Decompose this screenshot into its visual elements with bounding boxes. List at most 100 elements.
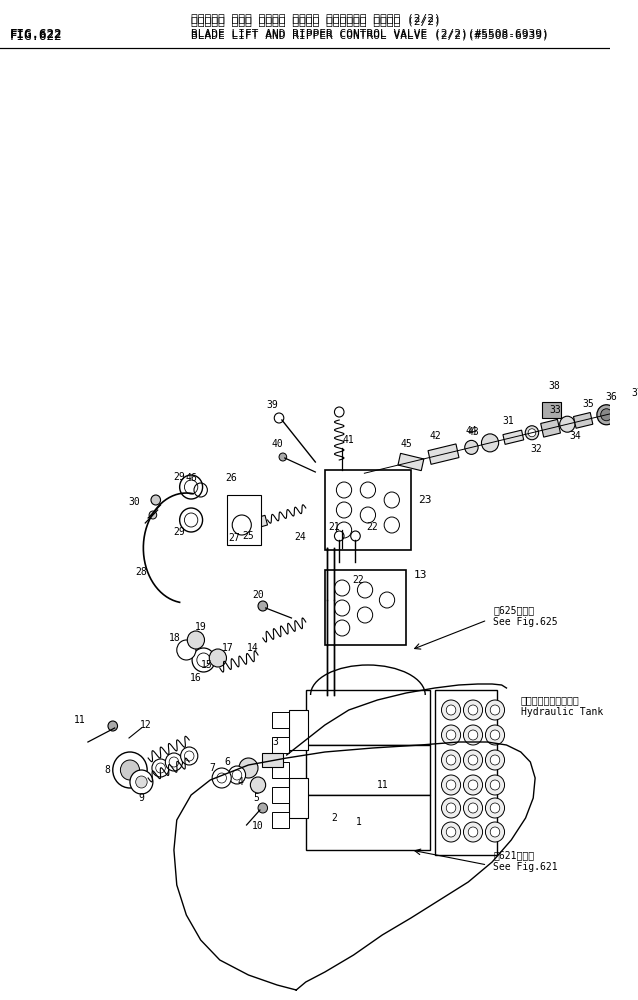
Bar [272, 812, 288, 828]
Circle shape [486, 798, 505, 818]
Circle shape [446, 705, 456, 715]
Circle shape [463, 822, 482, 842]
Circle shape [468, 827, 478, 837]
Bar [288, 710, 308, 750]
Text: 29: 29 [174, 527, 186, 537]
Text: 20: 20 [252, 590, 264, 600]
Circle shape [194, 483, 207, 497]
Circle shape [441, 700, 461, 720]
Circle shape [490, 730, 500, 740]
Text: 24: 24 [294, 532, 306, 542]
Text: 18: 18 [169, 633, 181, 643]
Circle shape [623, 402, 636, 416]
Circle shape [486, 700, 505, 720]
Bar [434, 690, 497, 855]
Circle shape [334, 620, 350, 636]
Circle shape [441, 798, 461, 818]
Circle shape [486, 750, 505, 770]
Text: BLADE LIFT AND RIPPER CONTROL VALVE (2/2)(#5508-6939): BLADE LIFT AND RIPPER CONTROL VALVE (2/2… [191, 30, 549, 40]
Circle shape [446, 803, 456, 813]
Text: 29: 29 [174, 472, 186, 482]
Circle shape [468, 730, 478, 740]
Text: ブレート・ リフト オヤビ・ リッパー コントロール バルブ・ (2/2): ブレート・ リフト オヤビ・ リッパー コントロール バルブ・ (2/2) [191, 13, 441, 23]
Circle shape [334, 600, 350, 616]
Text: 22: 22 [352, 575, 364, 585]
Circle shape [336, 502, 352, 518]
Text: 25: 25 [242, 531, 255, 541]
Circle shape [528, 429, 536, 437]
Text: 33: 33 [549, 405, 561, 415]
Circle shape [149, 511, 157, 519]
Text: ブレート・ リフト オヤビ・ リッパー コントロール バルブ・ (2/2): ブレート・ リフト オヤビ・ リッパー コントロール バルブ・ (2/2) [191, 16, 441, 26]
Bar [306, 745, 430, 795]
Text: 16: 16 [190, 673, 202, 683]
Circle shape [468, 780, 478, 790]
Polygon shape [574, 413, 593, 428]
Circle shape [250, 777, 265, 793]
Text: 28: 28 [135, 567, 147, 577]
Circle shape [334, 407, 344, 417]
Circle shape [601, 409, 612, 421]
Text: 13: 13 [413, 570, 427, 580]
Circle shape [560, 416, 575, 432]
Circle shape [525, 426, 538, 440]
Polygon shape [540, 419, 560, 437]
Circle shape [357, 582, 373, 598]
Bar [542, 402, 561, 418]
Circle shape [165, 753, 182, 771]
Text: 22: 22 [367, 522, 378, 532]
Text: 35: 35 [582, 399, 594, 409]
Circle shape [336, 522, 352, 538]
Text: 第625図参照: 第625図参照 [493, 605, 534, 615]
Circle shape [130, 770, 153, 794]
Bar [306, 795, 430, 850]
Circle shape [441, 822, 461, 842]
Circle shape [156, 763, 165, 773]
Circle shape [334, 580, 350, 596]
Text: FIG.622: FIG.622 [10, 30, 62, 43]
Circle shape [446, 755, 456, 765]
Circle shape [482, 434, 499, 452]
Circle shape [188, 631, 205, 649]
Bar [306, 690, 430, 745]
Text: 17: 17 [221, 643, 234, 653]
Circle shape [490, 755, 500, 765]
Circle shape [184, 751, 194, 761]
Text: 7: 7 [209, 763, 215, 773]
Circle shape [490, 827, 500, 837]
Circle shape [181, 747, 198, 765]
Circle shape [486, 822, 505, 842]
Circle shape [279, 453, 286, 461]
Circle shape [463, 750, 482, 770]
Circle shape [192, 648, 215, 672]
Circle shape [468, 705, 478, 715]
Polygon shape [262, 753, 283, 767]
Circle shape [357, 607, 373, 623]
Text: 11: 11 [74, 715, 86, 725]
Bar [325, 570, 406, 645]
Circle shape [152, 759, 169, 777]
Circle shape [384, 492, 399, 508]
Polygon shape [428, 444, 459, 464]
Circle shape [618, 397, 638, 421]
Circle shape [334, 531, 344, 541]
Text: See Fig.625: See Fig.625 [493, 617, 558, 627]
Circle shape [441, 750, 461, 770]
Text: 44: 44 [465, 426, 477, 436]
Bar [272, 787, 288, 803]
Text: 4: 4 [238, 777, 244, 787]
Circle shape [468, 803, 478, 813]
Text: 38: 38 [548, 381, 560, 391]
Text: 36: 36 [605, 392, 617, 402]
Circle shape [468, 755, 478, 765]
Circle shape [121, 760, 140, 780]
Text: FIG.622: FIG.622 [10, 28, 62, 41]
Circle shape [177, 640, 196, 660]
Text: 30: 30 [128, 497, 140, 507]
Text: 15: 15 [200, 660, 212, 670]
Text: 11: 11 [376, 780, 388, 790]
Bar [272, 762, 288, 778]
Circle shape [360, 507, 376, 523]
Bar [272, 737, 288, 753]
Circle shape [209, 649, 226, 667]
